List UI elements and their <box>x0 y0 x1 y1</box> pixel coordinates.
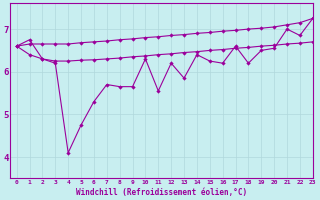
X-axis label: Windchill (Refroidissement éolien,°C): Windchill (Refroidissement éolien,°C) <box>76 188 247 197</box>
